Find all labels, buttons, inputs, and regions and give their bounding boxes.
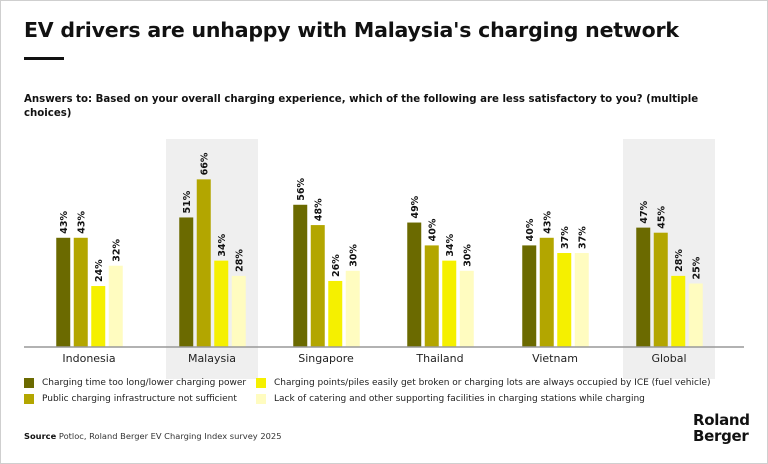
bar (442, 260, 457, 347)
bar (73, 237, 88, 347)
legend-item: Charging points/piles easily get broken … (256, 378, 711, 388)
legend-item: Public charging infrastructure not suffi… (24, 394, 237, 404)
bar (345, 270, 360, 347)
category-label: Global (651, 352, 686, 365)
data-label: 37% (577, 226, 588, 249)
bar (407, 222, 422, 347)
legend-swatch (24, 394, 34, 404)
bar (522, 245, 537, 347)
bar (653, 232, 668, 347)
legend-swatch (256, 378, 266, 388)
bar (671, 275, 686, 347)
category-label: Vietnam (532, 352, 578, 365)
source-note: Source Potloc, Roland Berger EV Charging… (24, 431, 281, 441)
legend-item: Lack of catering and other supporting fa… (256, 394, 645, 404)
source-text: Potloc, Roland Berger EV Charging Index … (58, 431, 282, 441)
title-underline (24, 57, 64, 60)
data-label: 43% (59, 211, 70, 234)
legend-label: Charging points/piles easily get broken … (274, 378, 711, 388)
data-label: 66% (199, 152, 210, 175)
data-label: 51% (182, 190, 193, 213)
chart-title: EV drivers are unhappy with Malaysia's c… (24, 18, 679, 42)
bar (636, 227, 651, 347)
data-label: 24% (94, 259, 105, 282)
legend-swatch (256, 394, 266, 404)
data-label: 30% (348, 244, 359, 267)
data-label: 25% (691, 256, 702, 279)
bar (179, 217, 194, 347)
bar (574, 253, 589, 347)
legend-swatch (24, 378, 34, 388)
data-label: 43% (542, 211, 553, 234)
data-label: 40% (525, 218, 536, 241)
data-label: 28% (234, 249, 245, 272)
data-label: 37% (560, 226, 571, 249)
bar (231, 275, 246, 347)
data-label: 43% (76, 211, 87, 234)
legend-label: Charging time too long/lower charging po… (42, 378, 247, 388)
bar (424, 245, 439, 347)
category-label: Malaysia (188, 352, 236, 365)
legend-label: Lack of catering and other supporting fa… (274, 394, 645, 404)
bar (214, 260, 229, 347)
data-label: 30% (462, 244, 473, 267)
bar (196, 179, 211, 347)
data-label: 26% (331, 254, 342, 277)
bar (91, 286, 106, 347)
legend-label: Public charging infrastructure not suffi… (42, 394, 237, 404)
data-label: 28% (674, 249, 685, 272)
survey-question: Answers to: Based on your overall chargi… (24, 94, 699, 119)
bar (688, 283, 703, 347)
data-label: 45% (656, 205, 667, 228)
roland-berger-logo: Roland Berger (693, 411, 750, 445)
category-label: Thailand (415, 352, 463, 365)
bar (56, 237, 71, 347)
data-label: 48% (313, 198, 324, 221)
bar (539, 237, 554, 347)
bar (108, 265, 123, 347)
category-label: Singapore (298, 352, 354, 365)
bar (328, 280, 343, 347)
data-label: 34% (217, 233, 228, 256)
legend-item: Charging time too long/lower charging po… (24, 378, 246, 388)
bar (293, 204, 308, 347)
data-label: 49% (410, 195, 421, 218)
source-label: Source (24, 431, 57, 441)
bar (557, 253, 572, 347)
data-label: 40% (427, 218, 438, 241)
data-label: 47% (639, 200, 650, 223)
data-label: 56% (296, 178, 307, 201)
bar (459, 270, 474, 347)
bar (310, 225, 325, 347)
category-label: Indonesia (62, 352, 115, 365)
data-label: 34% (445, 233, 456, 256)
data-label: 32% (111, 238, 122, 261)
